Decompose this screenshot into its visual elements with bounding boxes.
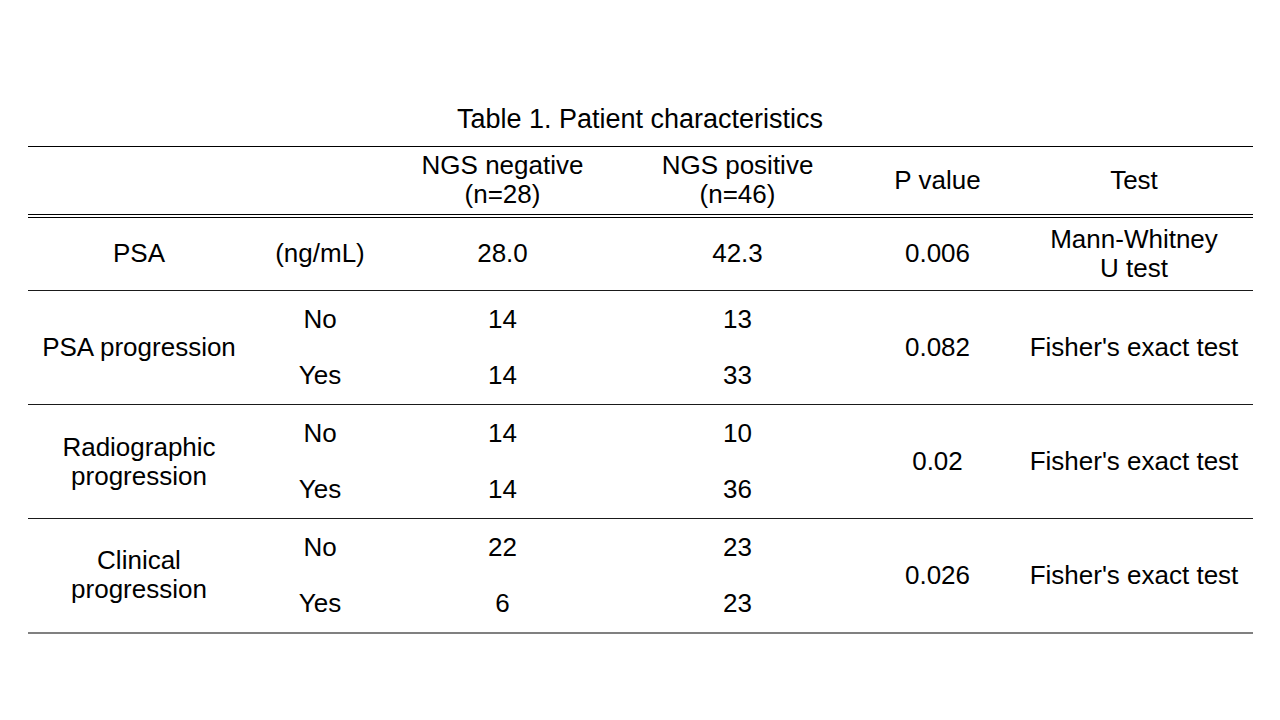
psa-unit: (ng/mL) (250, 216, 390, 291)
radiographic-progression-no-negative: 14 (390, 405, 615, 462)
radiographic-progression-no-positive: 10 (615, 405, 860, 462)
header-row: NGS negative (n=28) NGS positive (n=46) … (28, 147, 1253, 216)
radiographic-progression-no-label: No (250, 405, 390, 462)
header-ngs-positive: NGS positive (n=46) (615, 147, 860, 216)
psa-row: PSA (ng/mL) 28.0 42.3 0.006 Mann-Whitney… (28, 216, 1253, 291)
radiographic-progression-yes-negative: 14 (390, 462, 615, 519)
clinical-progression-no-label: No (250, 519, 390, 576)
psa-progression-yes-label: Yes (250, 348, 390, 405)
clinical-progression-row-no: Clinical progression No 22 23 0.026 Fish… (28, 519, 1253, 576)
radiographic-progression-yes-positive: 36 (615, 462, 860, 519)
clinical-progression-yes-label: Yes (250, 576, 390, 633)
clinical-progression-p-value: 0.026 (860, 519, 1015, 633)
clinical-progression-yes-positive: 23 (615, 576, 860, 633)
header-sub-blank (250, 147, 390, 216)
psa-progression-test: Fisher's exact test (1015, 291, 1253, 405)
radiographic-progression-row-no: Radiographic progression No 14 10 0.02 F… (28, 405, 1253, 462)
psa-progression-row-no: PSA progression No 14 13 0.082 Fisher's … (28, 291, 1253, 348)
psa-progression-no-negative: 14 (390, 291, 615, 348)
radiographic-progression-yes-label: Yes (250, 462, 390, 519)
psa-ngs-positive-value: 42.3 (615, 216, 860, 291)
psa-test: Mann-Whitney U test (1015, 216, 1253, 291)
header-test: Test (1015, 147, 1253, 216)
psa-progression-no-label: No (250, 291, 390, 348)
table-title: Table 1. Patient characteristics (0, 103, 1280, 135)
header-p-value: P value (860, 147, 1015, 216)
radiographic-progression-test: Fisher's exact test (1015, 405, 1253, 519)
header-ngs-negative: NGS negative (n=28) (390, 147, 615, 216)
psa-ngs-negative-value: 28.0 (390, 216, 615, 291)
clinical-progression-label: Clinical progression (28, 519, 250, 633)
psa-progression-label: PSA progression (28, 291, 250, 405)
clinical-progression-test: Fisher's exact test (1015, 519, 1253, 633)
clinical-progression-no-positive: 23 (615, 519, 860, 576)
patient-characteristics-table: NGS negative (n=28) NGS positive (n=46) … (28, 146, 1253, 634)
psa-label: PSA (28, 216, 250, 291)
psa-progression-yes-positive: 33 (615, 348, 860, 405)
radiographic-progression-p-value: 0.02 (860, 405, 1015, 519)
clinical-progression-yes-negative: 6 (390, 576, 615, 633)
header-group-blank (28, 147, 250, 216)
page: Table 1. Patient characteristics NGS neg… (0, 0, 1280, 720)
psa-progression-no-positive: 13 (615, 291, 860, 348)
psa-p-value: 0.006 (860, 216, 1015, 291)
psa-progression-p-value: 0.082 (860, 291, 1015, 405)
radiographic-progression-label: Radiographic progression (28, 405, 250, 519)
clinical-progression-no-negative: 22 (390, 519, 615, 576)
psa-progression-yes-negative: 14 (390, 348, 615, 405)
